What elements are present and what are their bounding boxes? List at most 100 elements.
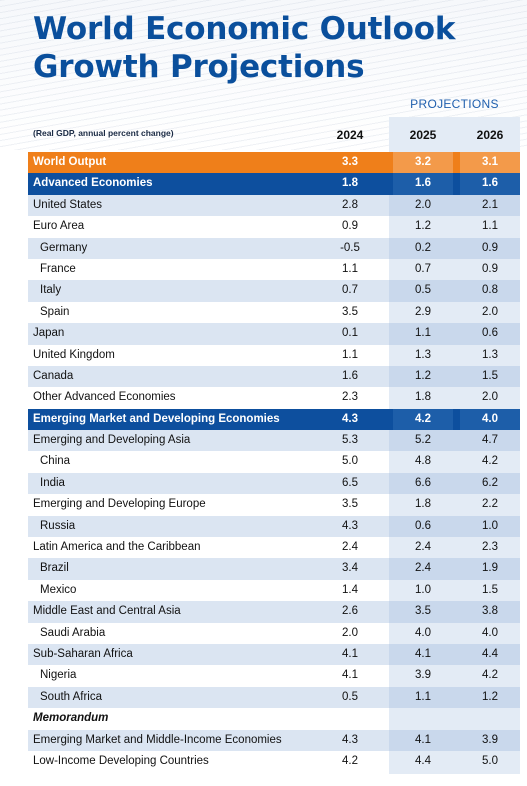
value-2025: 2.9 xyxy=(415,305,431,318)
value-2025: 4.2 xyxy=(393,408,453,431)
row-label: Memorandum xyxy=(33,712,109,725)
value-2025: 3.2 xyxy=(393,152,453,174)
table-row: Canada 1.6 1.2 1.5 xyxy=(28,365,520,388)
row-label: Spain xyxy=(40,305,70,318)
row-label: South Africa xyxy=(40,690,103,703)
value-2025: 4.0 xyxy=(415,626,431,639)
value-2026: 2.0 xyxy=(482,305,498,318)
table-row: Other Advanced Economies 2.3 1.8 2.0 xyxy=(28,387,520,408)
row-label: Low-Income Developing Countries xyxy=(33,754,209,767)
value-2026: 4.2 xyxy=(482,669,498,682)
value-2025: 4.4 xyxy=(415,754,431,767)
value-2026: 0.9 xyxy=(482,262,498,275)
value-2024: 1.8 xyxy=(342,177,358,190)
row-label: Emerging Market and Middle-Income Econom… xyxy=(33,733,282,746)
value-2026: 4.7 xyxy=(482,434,498,447)
value-2026: 2.2 xyxy=(482,498,498,511)
value-2026: 2.1 xyxy=(482,198,498,211)
value-2025: 4.8 xyxy=(415,455,431,468)
value-2026: 4.0 xyxy=(482,626,498,639)
value-2024: 2.6 xyxy=(342,605,358,618)
value-2026: 2.3 xyxy=(482,541,498,554)
value-2024: 4.2 xyxy=(342,754,358,767)
title-line-1: World Economic Outlook xyxy=(33,11,456,47)
table-row: Emerging and Developing Europe 3.5 1.8 2.2 xyxy=(28,494,520,515)
value-2024: 4.1 xyxy=(342,669,358,682)
table-row: Emerging Market and Middle-Income Econom… xyxy=(28,729,520,751)
value-2025: 2.4 xyxy=(415,562,431,575)
table-row: Spain 3.5 2.9 2.0 xyxy=(28,302,520,323)
row-label: United Kingdom xyxy=(33,348,115,361)
table-row: United States 2.8 2.0 2.1 xyxy=(28,194,520,217)
value-2026: 1.1 xyxy=(482,220,498,233)
value-2024: 0.1 xyxy=(342,327,358,340)
row-label: Emerging Market and Developing Economies xyxy=(33,412,280,425)
value-2025: 1.6 xyxy=(393,173,453,195)
value-2026: 0.9 xyxy=(482,241,498,254)
row-label: Sub-Saharan Africa xyxy=(33,647,133,660)
value-2025: 0.5 xyxy=(415,284,431,297)
row-label: India xyxy=(40,476,65,489)
value-2024: 2.0 xyxy=(342,626,358,639)
table-row: China 5.0 4.8 4.2 xyxy=(28,451,520,472)
value-2024: 5.3 xyxy=(342,434,358,447)
title-line-2: Growth Projections xyxy=(33,49,365,85)
value-2026: 3.9 xyxy=(482,733,498,746)
value-2025: 6.6 xyxy=(415,476,431,489)
value-2024: 1.6 xyxy=(342,369,358,382)
value-2026: 4.2 xyxy=(482,455,498,468)
value-2024: 2.8 xyxy=(342,198,358,211)
year-header-2025: 2025 xyxy=(409,128,437,142)
row-label: Euro Area xyxy=(33,220,85,233)
value-2026: 0.8 xyxy=(482,284,498,297)
value-2025: 1.1 xyxy=(415,327,431,340)
row-label: Japan xyxy=(33,327,65,340)
table-row: Japan 0.1 1.1 0.6 xyxy=(28,323,520,345)
value-2026: 2.0 xyxy=(482,391,498,404)
table-row: Italy 0.7 0.5 0.8 xyxy=(28,280,520,302)
table-row: Sub-Saharan Africa 4.1 4.1 4.4 xyxy=(28,643,520,666)
value-2024: 3.5 xyxy=(342,305,358,318)
value-2024: 3.5 xyxy=(342,498,358,511)
value-2026: 1.5 xyxy=(482,369,498,382)
value-2025: 3.9 xyxy=(415,669,431,682)
row-label: United States xyxy=(33,198,103,211)
table-row: Advanced Economies 1.8 1.6 1.6 xyxy=(28,173,520,195)
table-row: United Kingdom 1.1 1.3 1.3 xyxy=(28,345,520,366)
value-2026: 1.5 xyxy=(482,583,498,596)
value-2026: 1.3 xyxy=(482,348,498,361)
value-2025: 0.2 xyxy=(415,241,431,254)
table-row: India 6.5 6.6 6.2 xyxy=(28,472,520,495)
value-2026: 1.0 xyxy=(482,519,498,532)
value-2025: 1.8 xyxy=(415,498,431,511)
value-2026: 6.2 xyxy=(482,476,498,489)
value-2024: 3.4 xyxy=(342,562,358,575)
value-2025: 1.0 xyxy=(415,583,431,596)
value-2025: 1.2 xyxy=(415,369,431,382)
table-row: Emerging Market and Developing Economies… xyxy=(28,408,520,431)
row-label: Latin America and the Caribbean xyxy=(33,541,201,554)
row-label: France xyxy=(40,262,76,275)
value-2024: 4.3 xyxy=(342,519,358,532)
row-label: Middle East and Central Asia xyxy=(33,605,181,618)
value-2026: 1.6 xyxy=(460,173,520,195)
row-label: Nigeria xyxy=(40,669,77,682)
year-header-2024: 2024 xyxy=(336,128,364,142)
value-2026: 3.8 xyxy=(482,605,498,618)
row-label: Russia xyxy=(40,519,76,532)
value-2025: 1.2 xyxy=(415,220,431,233)
value-2026: 1.9 xyxy=(482,562,498,575)
page-title: World Economic Outlook Growth Projection… xyxy=(33,10,455,86)
table-row: Russia 4.3 0.6 1.0 xyxy=(28,515,520,538)
value-2026: 1.2 xyxy=(482,690,498,703)
value-2025: 0.6 xyxy=(415,519,431,532)
value-2024: 0.9 xyxy=(342,220,358,233)
row-label: Mexico xyxy=(40,583,77,596)
units-note: (Real GDP, annual percent change) xyxy=(33,128,174,138)
value-2025: 0.7 xyxy=(415,262,431,275)
table-row: World Output 3.3 3.2 3.1 xyxy=(28,152,520,174)
value-2024: 2.4 xyxy=(342,541,358,554)
value-2024: 6.5 xyxy=(342,476,358,489)
value-2024: 1.4 xyxy=(342,583,358,596)
table-row: Low-Income Developing Countries 4.2 4.4 5.0 xyxy=(28,751,520,772)
